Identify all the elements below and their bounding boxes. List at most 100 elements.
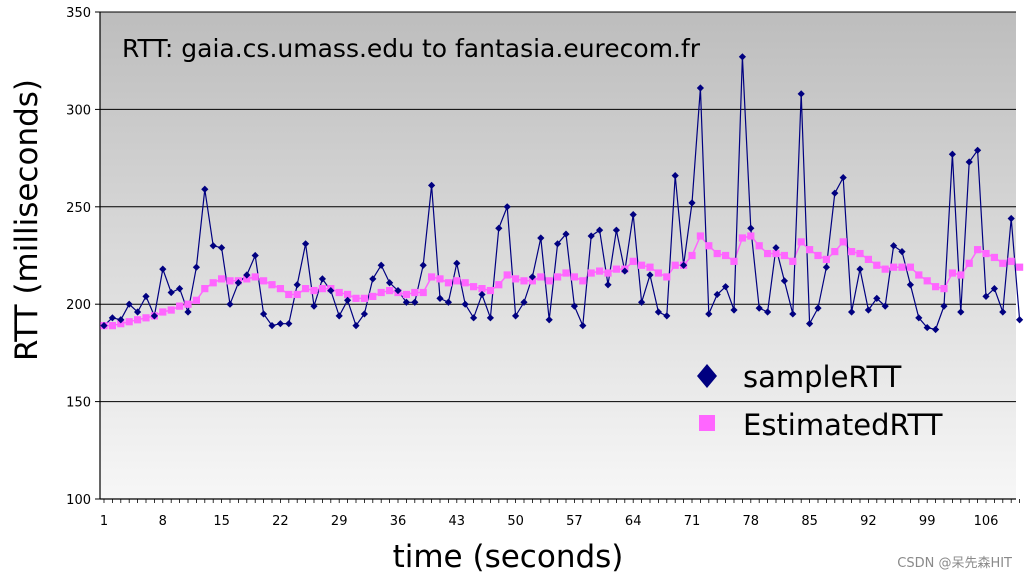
estimated-rtt-point — [789, 257, 797, 265]
estimated-rtt-point — [646, 263, 654, 271]
sample-rtt-point — [562, 230, 570, 238]
sample-rtt-point — [730, 306, 738, 314]
x-tick-label: 64 — [625, 514, 642, 529]
sample-rtt-point — [218, 244, 226, 252]
sample-rtt-point — [780, 277, 788, 285]
axes — [99, 12, 1020, 503]
estimated-rtt-point — [453, 277, 461, 285]
sample-rtt-point — [310, 302, 318, 310]
sample-rtt-point — [906, 281, 914, 289]
x-tick-label: 92 — [860, 514, 877, 529]
estimated-rtt-point — [478, 285, 486, 293]
estimated-rtt-point — [906, 263, 914, 271]
sample-rtt-point — [646, 271, 654, 279]
sample-rtt-point — [596, 226, 604, 234]
estimated-rtt-point — [545, 277, 553, 285]
sample-rtt-point — [789, 310, 797, 318]
sample-rtt-point — [663, 312, 671, 320]
sample-rtt-point — [520, 298, 528, 306]
estimated-rtt-point — [419, 288, 427, 297]
sample-rtt-point — [772, 244, 780, 252]
estimated-rtt-point — [923, 277, 931, 285]
estimated-rtt-point — [226, 277, 234, 285]
sample-rtt-point — [495, 224, 503, 232]
estimated-rtt-point — [839, 238, 847, 246]
sample-rtt-point — [125, 300, 133, 308]
sample-rtt-point — [512, 312, 520, 320]
legend-sample-marker — [697, 364, 717, 388]
sample-rtt-point — [419, 261, 427, 269]
estimated-rtt-point — [302, 285, 310, 293]
x-tick-label: 22 — [272, 514, 289, 529]
estimated-rtt-point — [1007, 257, 1015, 265]
estimated-rtt-point — [495, 281, 503, 289]
sample-rtt-point — [486, 314, 494, 322]
sample-rtt-point — [638, 298, 646, 306]
sample-rtt-point — [806, 320, 814, 328]
y-tick-label: 250 — [66, 201, 91, 216]
legend: sampleRTT EstimatedRTT — [697, 360, 943, 442]
sample-rtt-point — [243, 271, 251, 279]
sample-rtt-point — [184, 308, 192, 316]
sample-rtt-point — [587, 232, 595, 240]
y-tick-label: 300 — [66, 103, 91, 118]
chart-title: RTT: gaia.cs.umass.edu to fantasia.eurec… — [122, 34, 701, 63]
estimated-rtt-point — [360, 294, 368, 302]
estimated-rtt-point — [218, 275, 226, 283]
estimated-rtt-point — [537, 273, 545, 281]
estimated-rtt-point — [428, 273, 436, 281]
estimated-rtt-point — [201, 285, 209, 293]
estimated-rtt-point — [184, 300, 192, 308]
estimated-rtt-point — [604, 269, 612, 277]
estimated-rtt-point — [755, 242, 763, 250]
estimated-rtt-point — [915, 271, 923, 279]
estimated-rtt-point — [764, 249, 772, 258]
estimated-rtt-point — [722, 251, 730, 260]
estimated-rtt-point — [251, 273, 259, 281]
estimated-rtt-point — [444, 279, 452, 287]
estimated-rtt-point — [881, 265, 889, 273]
sample-rtt-point — [478, 290, 486, 299]
estimated-rtt-point — [276, 285, 284, 293]
sample-rtt-point — [394, 286, 402, 295]
y-tick-labels: 100 150 200 250 300 350 — [66, 6, 91, 508]
sample-rtt-point — [999, 308, 1007, 316]
estimated-rtt-point — [260, 277, 268, 285]
x-tick-labels: 1 8 15 22 29 36 43 50 57 64 71 78 85 92 99 106 — [100, 514, 999, 529]
estimated-rtt-point — [864, 255, 872, 263]
sample-rtt-point — [201, 185, 209, 193]
sample-rtt-point — [579, 322, 587, 330]
sample-rtt-point — [545, 316, 553, 324]
estimated-rtt-point — [159, 308, 167, 316]
sample-rtt-point — [293, 281, 301, 289]
estimated-rtt-point — [318, 285, 326, 293]
sample-rtt-point — [360, 310, 368, 318]
estimated-rtt-point — [612, 265, 620, 273]
sample-rtt-point — [192, 263, 200, 271]
sample-rtt-point — [848, 308, 856, 316]
sample-rtt-point — [369, 275, 377, 283]
estimated-rtt-point — [209, 279, 217, 287]
sample-rtt-point — [864, 306, 872, 314]
estimated-rtt-point — [780, 251, 788, 260]
sample-rtt-point — [167, 288, 175, 297]
sample-rtt-point — [470, 314, 478, 322]
sample-rtt-point — [764, 308, 772, 316]
estimated-rtt-point — [705, 242, 713, 250]
sample-rtt-point — [604, 281, 612, 289]
x-tick-label: 15 — [213, 514, 230, 529]
sample-rtt-point — [814, 304, 822, 312]
y-tick-label: 350 — [66, 6, 91, 21]
sample-rtt-point — [344, 296, 352, 304]
estimated-rtt-point — [369, 292, 377, 301]
sample-rtt-point — [696, 84, 704, 92]
sample-rtt-point — [411, 298, 419, 306]
estimated-rtt-point — [822, 255, 830, 263]
sample-rtt-point — [680, 261, 688, 269]
sample-rtt-point — [965, 158, 973, 166]
estimated-rtt-point — [142, 314, 150, 322]
estimated-rtt-point — [134, 316, 142, 324]
sample-rtt-point — [982, 292, 990, 301]
legend-estimated-label: EstimatedRTT — [743, 408, 943, 442]
sample-rtt-point — [839, 173, 847, 182]
